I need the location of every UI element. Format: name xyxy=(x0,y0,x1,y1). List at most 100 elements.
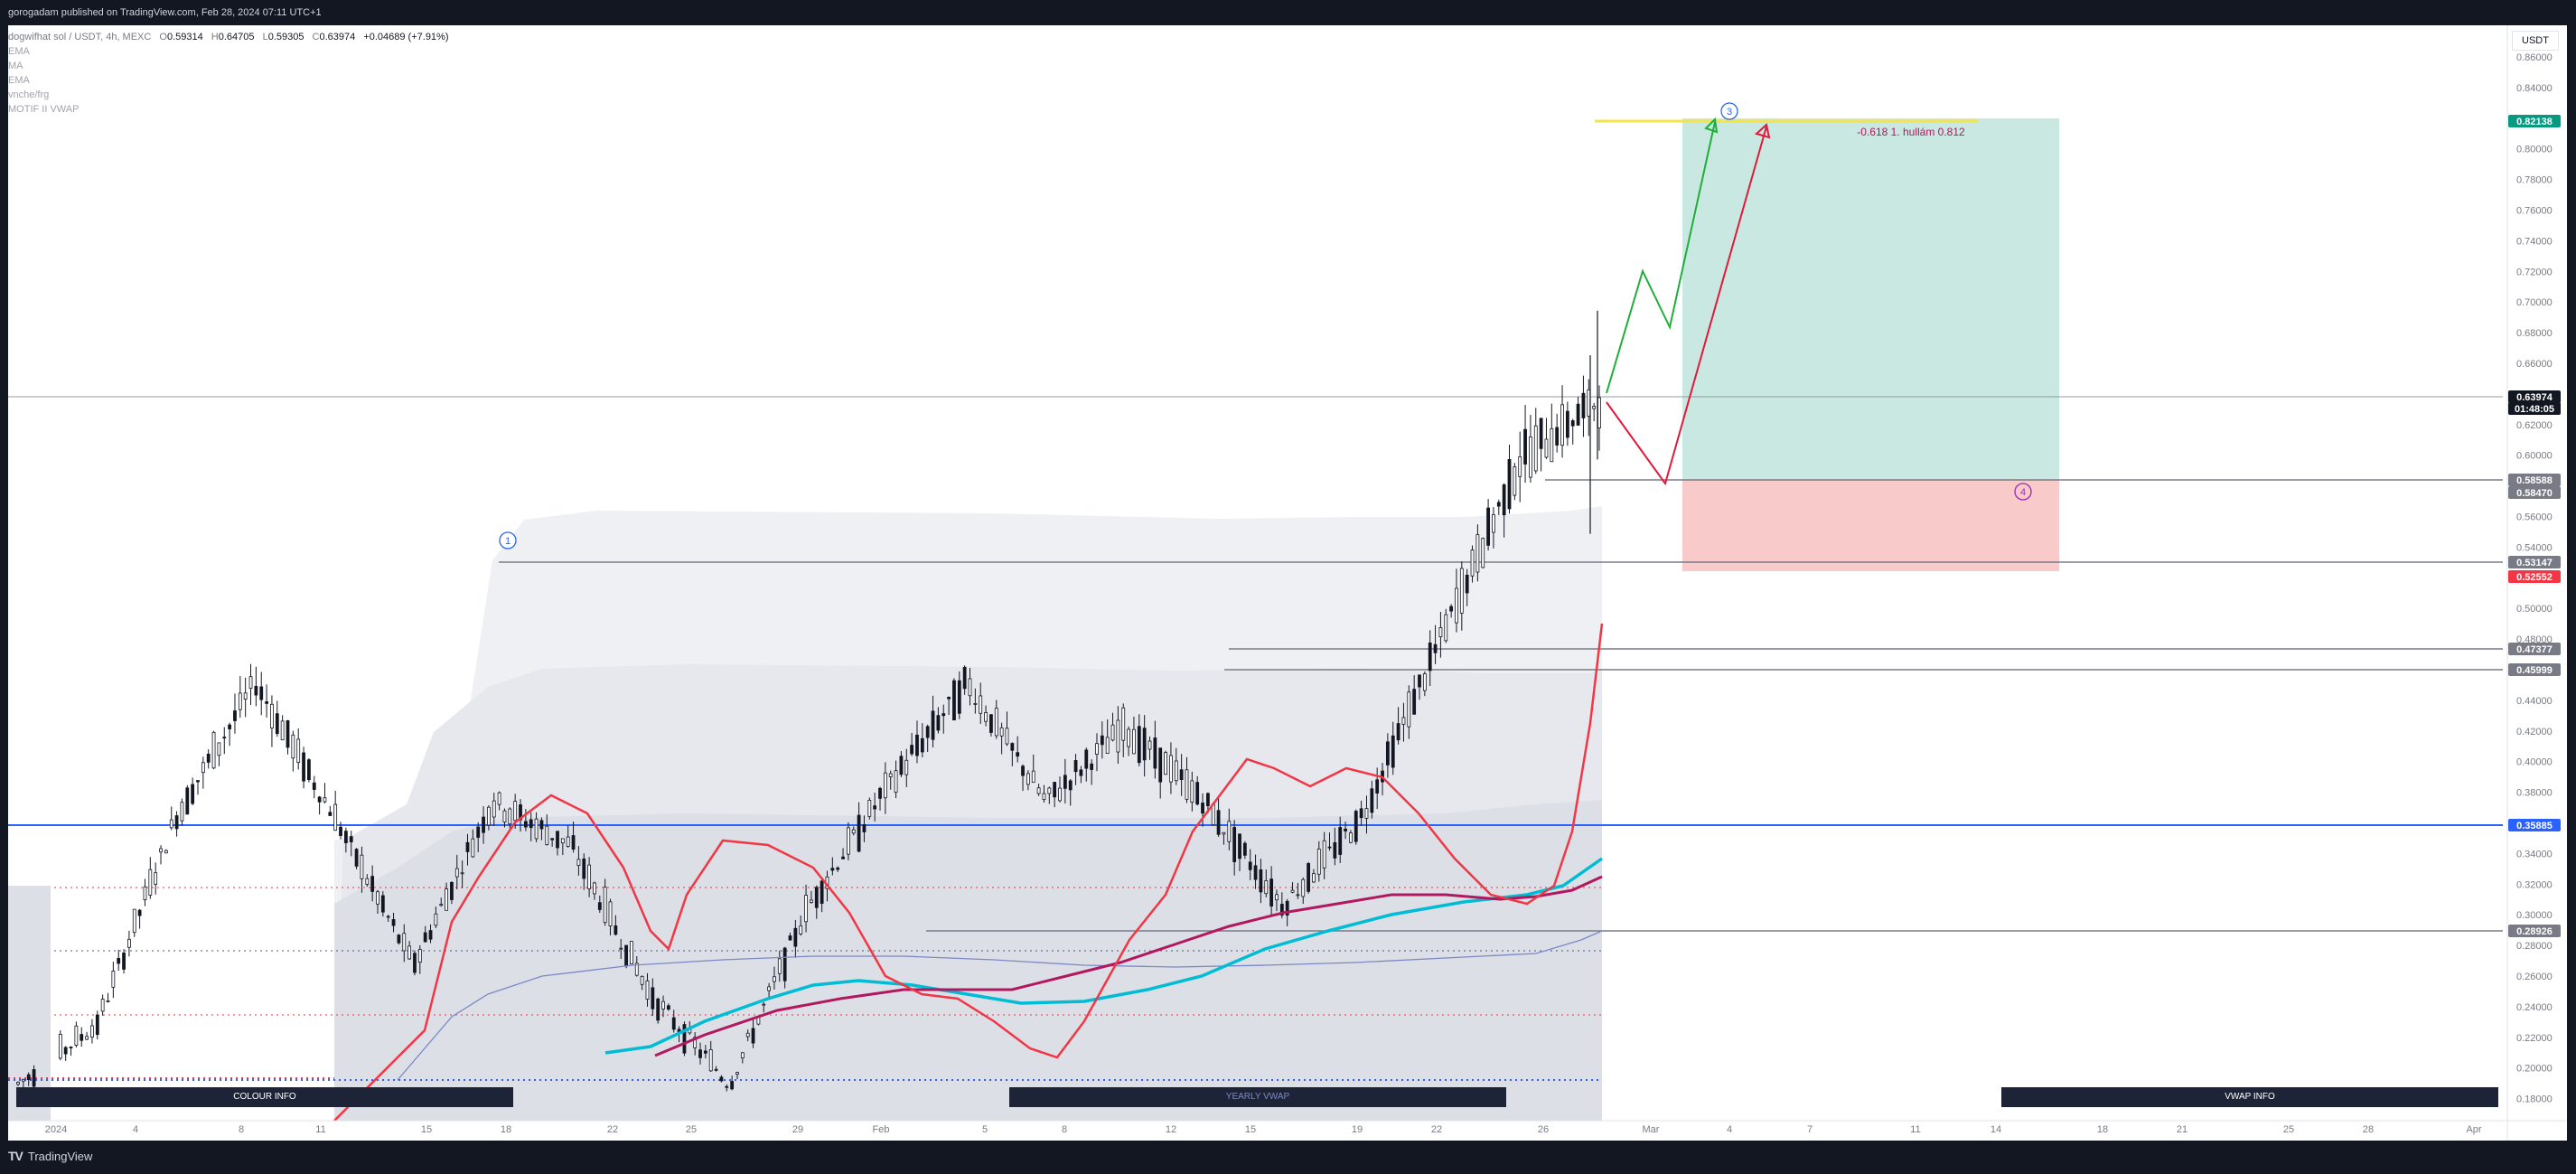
price-tick: 0.70000 xyxy=(2516,297,2553,308)
legend-indicator-ma[interactable]: MA xyxy=(8,61,23,71)
candle-body xyxy=(450,881,454,900)
legend-open: 0.59314 xyxy=(166,32,203,42)
wave-3-circle xyxy=(1720,102,1738,120)
time-tick: 4 xyxy=(1727,1124,1732,1135)
candle-body xyxy=(1364,808,1369,819)
candle-body xyxy=(174,815,179,830)
candle-body xyxy=(1492,513,1495,533)
candle-body xyxy=(254,685,258,696)
colour-info-panel[interactable]: COLOUR INFO xyxy=(16,1087,513,1107)
candle-body xyxy=(941,713,946,717)
price-tick: 0.76000 xyxy=(2516,206,2553,217)
candle-body xyxy=(714,1068,718,1071)
candle-body xyxy=(360,854,364,879)
candle-body xyxy=(593,882,596,895)
candle-body xyxy=(1333,841,1337,859)
target-zone[interactable] xyxy=(1682,118,2059,480)
price-tick: 0.62000 xyxy=(2516,420,2553,431)
candle-body xyxy=(640,975,644,985)
candle-body xyxy=(630,941,633,964)
candle-body xyxy=(1248,861,1252,870)
price-tick: 0.18000 xyxy=(2516,1094,2553,1105)
candle-body xyxy=(222,737,227,739)
candle-body xyxy=(730,1081,735,1090)
moving-averages xyxy=(333,623,1604,1122)
price-badge-label: 01:48:05 xyxy=(2515,404,2554,415)
candle-body xyxy=(566,836,570,847)
publish-header: gorogadam published on TradingView.com, … xyxy=(0,0,2576,25)
candle-body xyxy=(323,797,327,803)
candle-body xyxy=(651,987,655,1010)
stop-zone[interactable] xyxy=(1682,480,2059,571)
candle-body xyxy=(873,805,877,810)
candle-body xyxy=(836,867,840,870)
candle-body xyxy=(460,872,464,875)
currency-label[interactable]: USDT xyxy=(2512,31,2559,51)
candle-body xyxy=(482,816,485,833)
vwap-band-inner xyxy=(8,800,1602,1121)
wave-4-circle xyxy=(2014,483,2032,501)
candle-body xyxy=(645,980,650,1000)
legend-high-label: H xyxy=(211,32,219,42)
candle-body xyxy=(80,1034,84,1041)
candle-body xyxy=(624,944,628,967)
vwap-info-panel[interactable]: VWAP INFO xyxy=(2001,1087,2498,1107)
candle-body xyxy=(846,827,850,855)
candle-body xyxy=(851,829,856,834)
candle-body xyxy=(454,868,459,878)
candle-body xyxy=(95,1014,99,1036)
candle-body xyxy=(1084,749,1089,769)
candle-body xyxy=(1529,437,1532,478)
wave-projection xyxy=(1606,117,1771,486)
candle-body xyxy=(962,666,967,690)
time-tick: 25 xyxy=(686,1124,697,1135)
legend-indicator-vwap[interactable]: MOTIF II VWAP xyxy=(8,104,80,115)
candle-body xyxy=(1316,848,1321,875)
yearly-vwap-panel[interactable]: YEARLY VWAP xyxy=(1009,1087,1506,1107)
legend-indicator-ema[interactable]: EMA xyxy=(8,46,30,57)
candle-body xyxy=(391,919,396,926)
candle-body xyxy=(1238,833,1241,859)
price-badge xyxy=(2508,819,2561,831)
candle-body xyxy=(1279,904,1284,916)
legend-high: 0.64705 xyxy=(218,32,255,42)
candle-body xyxy=(1396,723,1400,741)
time-tick: 12 xyxy=(1166,1124,1176,1135)
candle-body xyxy=(1433,643,1438,653)
candle-body xyxy=(148,869,153,896)
tradingview-logo[interactable]: TV TradingView xyxy=(8,1149,92,1163)
candle-body xyxy=(63,1047,68,1055)
candle-body xyxy=(111,971,116,988)
candle-body xyxy=(1349,832,1353,843)
arrow-green-head xyxy=(1704,117,1719,134)
candle-body xyxy=(1459,568,1464,614)
price-badge xyxy=(2508,643,2561,655)
time-axis[interactable]: 2024 4 8 11 15 18 22 25 29 Feb 5 8 12 15 19 22 26 Mar 4 7 11… xyxy=(45,1124,2482,1135)
candle-body xyxy=(989,714,993,733)
price-badge-label: 0.52552 xyxy=(2516,572,2553,583)
candle-body xyxy=(1169,755,1173,783)
candle-body xyxy=(296,738,301,764)
time-tick: 11 xyxy=(315,1124,325,1135)
candle-body xyxy=(471,838,475,858)
legend-indicator-ema-2[interactable]: EMA xyxy=(8,75,30,86)
legend-main: dogwifhat sol / USDT, 4h, MEXC O0.59314 … xyxy=(8,30,449,44)
candle-body xyxy=(1338,827,1343,855)
candle-body xyxy=(857,814,861,852)
candle-body xyxy=(571,835,576,850)
candle-body xyxy=(878,787,882,799)
time-tick: Apr xyxy=(2466,1124,2481,1135)
candle-body xyxy=(1174,760,1178,782)
time-tick: 18 xyxy=(2097,1124,2108,1135)
candle-body xyxy=(434,913,438,926)
candle-body xyxy=(191,784,195,804)
candle-body xyxy=(1307,863,1310,892)
wave-1-circle xyxy=(499,531,517,549)
candle-body xyxy=(122,953,126,970)
legend-indicator-vnche[interactable]: vnche/frg xyxy=(8,89,50,100)
tradingview-icon: TV xyxy=(8,1149,23,1163)
candle-body xyxy=(302,752,305,782)
candle-body xyxy=(1147,740,1152,750)
wave-4-text: 4 xyxy=(2020,487,2026,498)
